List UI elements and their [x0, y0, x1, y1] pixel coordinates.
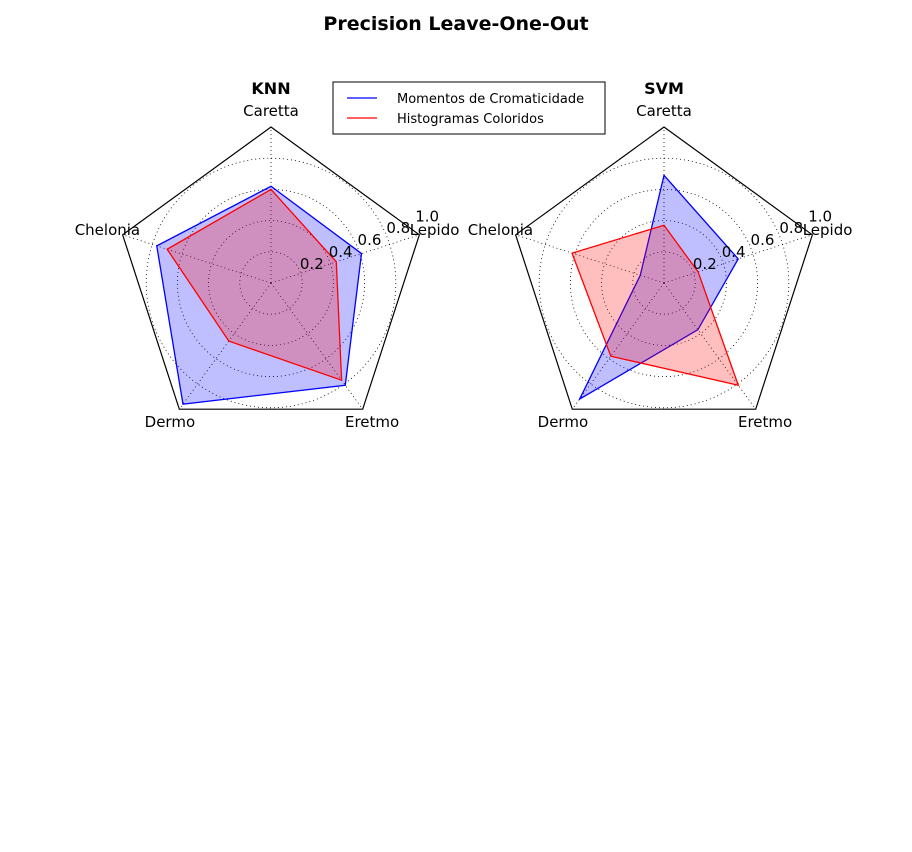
category-label-eretmo: Eretmo — [738, 413, 792, 431]
r-tick-label: 0.8 — [779, 219, 803, 237]
r-tick-label: 0.8 — [386, 219, 410, 237]
grid-ring-4 — [145, 157, 397, 409]
r-tick-label: 0.6 — [751, 231, 775, 249]
category-label-dermo: Dermo — [145, 413, 195, 431]
subplot-title-knn: KNN — [251, 79, 290, 98]
grid-ring-3 — [570, 188, 759, 377]
r-tick-label: 0.2 — [300, 255, 324, 273]
legend-label-momentos: Momentos de Cromaticidade — [397, 92, 584, 107]
series-momentos-de-cromaticidade — [156, 185, 363, 405]
subplot-title-svm: SVM — [644, 79, 684, 98]
legend: Momentos de Cromaticidade Histogramas Co… — [332, 81, 606, 135]
category-label-chelonia: Chelonia — [75, 221, 140, 239]
category-label-lepido: Lepido — [410, 221, 460, 239]
category-label-lepido: Lepido — [803, 221, 853, 239]
category-label-dermo: Dermo — [538, 413, 588, 431]
r-tick-label: 0.6 — [358, 231, 382, 249]
r-tick-label: 1.0 — [415, 207, 439, 225]
radar-frame — [121, 126, 421, 410]
r-tick-label: 0.2 — [693, 255, 717, 273]
r-tick-label: 1.0 — [808, 207, 832, 225]
category-label-chelonia: Chelonia — [468, 221, 533, 239]
r-tick-label: 0.4 — [722, 243, 746, 261]
grid-ring-2 — [208, 220, 334, 346]
series-momentos-de-cromaticidade — [578, 173, 739, 401]
figure-title: Precision Leave-One-Out — [323, 13, 588, 35]
radar-frame — [514, 126, 814, 410]
series-histogramas-coloridos — [571, 224, 740, 387]
grid-ring-1 — [239, 251, 303, 315]
category-label-eretmo: Eretmo — [345, 413, 399, 431]
radar-chart-knn: 0.2 0.4 0.60.8 1.0 Caretta Lepido Eretmo Dermo C… — [75, 79, 460, 431]
radar-chart-svm: 0.2 0.4 0.60.8 1.0 Caretta Lepido Eretmo Dermo C… — [468, 79, 853, 431]
grid-ring-1 — [632, 251, 696, 315]
category-label-caretta: Caretta — [243, 102, 299, 120]
series-histogramas-coloridos — [166, 188, 343, 382]
r-tick-label: 0.4 — [329, 243, 353, 261]
legend-frame — [332, 81, 606, 135]
category-label-caretta: Caretta — [636, 102, 692, 120]
legend-label-histogramas: Histogramas Coloridos — [397, 112, 544, 127]
